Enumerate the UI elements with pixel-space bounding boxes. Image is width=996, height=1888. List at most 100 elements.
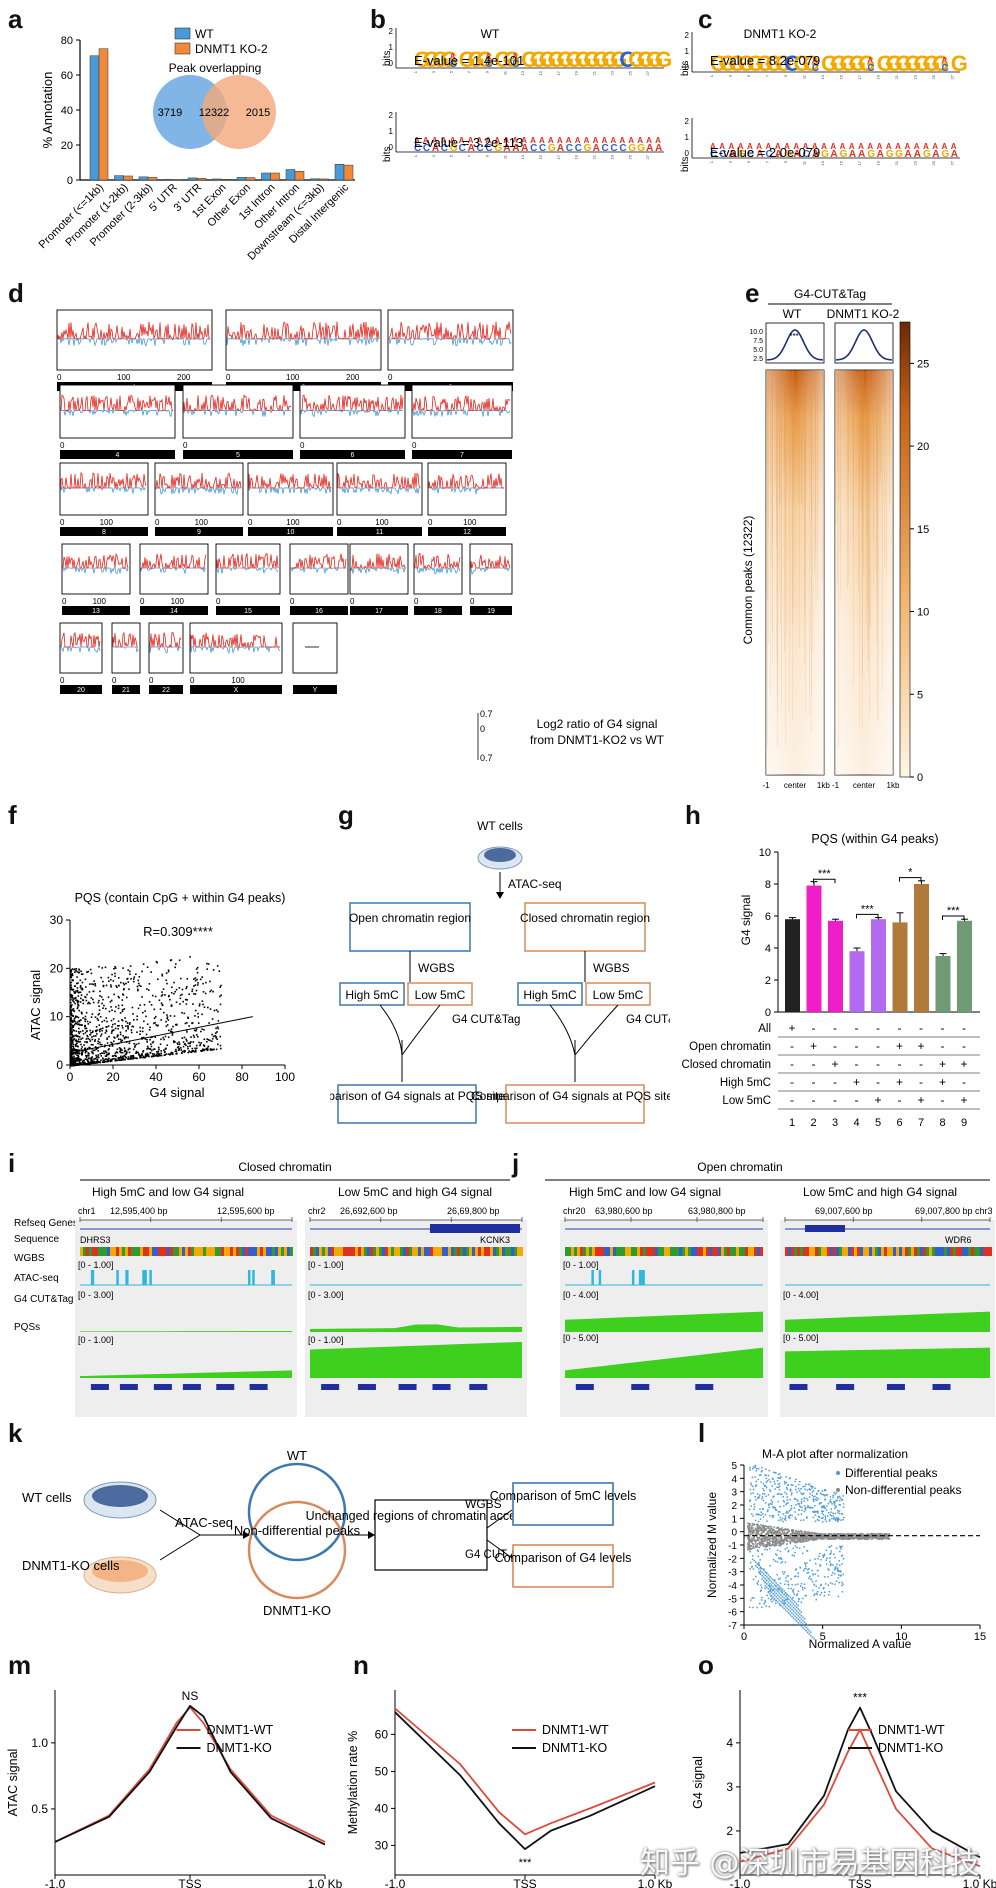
ij-atac-area bbox=[310, 1324, 522, 1332]
l-point-nd bbox=[812, 1537, 815, 1540]
f-point bbox=[137, 982, 140, 985]
l-point-d bbox=[771, 1601, 773, 1603]
l-point-d bbox=[813, 1511, 816, 1514]
f-point bbox=[218, 970, 221, 972]
panel-label-b: b bbox=[370, 4, 386, 34]
a-venn-title: Peak overlapping bbox=[169, 61, 262, 75]
l-point-d bbox=[836, 1499, 838, 1502]
l-point-d bbox=[754, 1464, 757, 1467]
ij-seq-base bbox=[824, 1247, 827, 1256]
h-bar bbox=[892, 922, 908, 1012]
f-point bbox=[135, 1052, 138, 1054]
f-point bbox=[70, 1042, 73, 1044]
l-point-d bbox=[769, 1565, 771, 1567]
i-track-label: Refseq Genes bbox=[14, 1218, 78, 1229]
ij-seq-base bbox=[520, 1247, 523, 1256]
motif-letter: G bbox=[951, 51, 968, 76]
f-point bbox=[73, 968, 75, 971]
f-point bbox=[71, 989, 73, 991]
motif-letter: A bbox=[637, 136, 643, 145]
i-track-label: PQSs bbox=[14, 1322, 40, 1333]
ij-seq-base bbox=[718, 1247, 721, 1256]
l-point-nd bbox=[786, 1536, 788, 1539]
l-point-nd bbox=[820, 1536, 822, 1538]
ij-seq-base bbox=[950, 1247, 953, 1256]
l-point-d bbox=[749, 1488, 752, 1491]
f-point bbox=[70, 976, 73, 979]
motif-letter: G bbox=[803, 51, 820, 76]
l-point-nd bbox=[790, 1538, 793, 1540]
l-point-nd bbox=[779, 1532, 781, 1534]
h-sign: - bbox=[898, 1021, 902, 1035]
l-point-d bbox=[772, 1496, 774, 1498]
f-point bbox=[115, 985, 117, 987]
f-point bbox=[206, 962, 208, 965]
f-point bbox=[194, 993, 197, 995]
l-point-nd bbox=[781, 1538, 783, 1541]
ij-seq-base bbox=[83, 1247, 86, 1256]
f-point bbox=[91, 1051, 94, 1054]
l-leg1: Differential peaks bbox=[845, 1466, 938, 1480]
l-point-nd bbox=[836, 1533, 838, 1535]
ij-seq-base bbox=[806, 1247, 809, 1256]
f-point bbox=[70, 1040, 72, 1043]
f-point bbox=[87, 1060, 90, 1063]
l-ytick: -3 bbox=[728, 1568, 737, 1579]
f-point bbox=[73, 991, 75, 993]
f-point bbox=[112, 1029, 115, 1032]
f-point bbox=[219, 1047, 222, 1050]
ij-seq-base bbox=[899, 1247, 902, 1256]
l-point-d bbox=[764, 1581, 766, 1584]
l-point-d bbox=[799, 1506, 802, 1508]
l-point-d bbox=[820, 1501, 823, 1504]
f-point bbox=[210, 989, 213, 992]
f-point bbox=[184, 1022, 187, 1025]
l-point-d bbox=[800, 1601, 803, 1603]
l-point-d bbox=[749, 1568, 751, 1570]
l-point-d bbox=[769, 1589, 771, 1592]
l-point-nd bbox=[754, 1546, 757, 1548]
l-point-d bbox=[784, 1598, 787, 1601]
l-point-d bbox=[839, 1504, 841, 1506]
d-track-pos bbox=[470, 554, 511, 570]
l-point-nd bbox=[800, 1530, 802, 1532]
f-point bbox=[74, 1063, 77, 1065]
ij-seq-base bbox=[346, 1247, 349, 1256]
d-track-pos bbox=[57, 321, 210, 341]
f-point bbox=[216, 1026, 219, 1028]
l-point-nd bbox=[756, 1533, 759, 1536]
ij-panel-bg bbox=[75, 1202, 297, 1417]
l-point-nd bbox=[822, 1538, 824, 1540]
l-point-nd bbox=[814, 1538, 816, 1540]
g-cmp-l: Comparison of G4 signals at PQS sites bbox=[330, 1089, 511, 1103]
g-high-r: High 5mC bbox=[523, 988, 577, 1002]
f-point bbox=[171, 1034, 174, 1036]
l-point-nd bbox=[814, 1532, 816, 1534]
l-point-nd bbox=[849, 1538, 851, 1540]
ij-seq-base bbox=[146, 1247, 149, 1256]
f-point bbox=[81, 1051, 84, 1053]
d-tick-label: 200 bbox=[177, 373, 191, 382]
l-point-d bbox=[792, 1613, 795, 1616]
l-point-d bbox=[764, 1548, 766, 1551]
line-xtick: -1.0 bbox=[385, 1877, 406, 1888]
f-point bbox=[129, 965, 132, 967]
l-point-d bbox=[814, 1514, 817, 1516]
f-point bbox=[76, 970, 79, 973]
f-point bbox=[70, 1013, 73, 1016]
l-point-d bbox=[770, 1584, 773, 1586]
f-point bbox=[70, 1018, 73, 1021]
d-tick-label: 0 bbox=[412, 441, 417, 450]
f-point bbox=[132, 1057, 135, 1059]
ij-seq-base bbox=[914, 1247, 917, 1256]
f-point bbox=[94, 983, 97, 985]
motif-pos: 5 bbox=[746, 74, 751, 77]
l-point-nd bbox=[857, 1537, 860, 1539]
f-point bbox=[76, 987, 79, 989]
l-point-d bbox=[825, 1494, 827, 1496]
motif-letter: G bbox=[423, 47, 440, 72]
l-point-nd bbox=[802, 1535, 804, 1538]
l-point-nd bbox=[750, 1547, 752, 1550]
f-point bbox=[105, 1051, 108, 1054]
f-point bbox=[99, 1043, 102, 1046]
